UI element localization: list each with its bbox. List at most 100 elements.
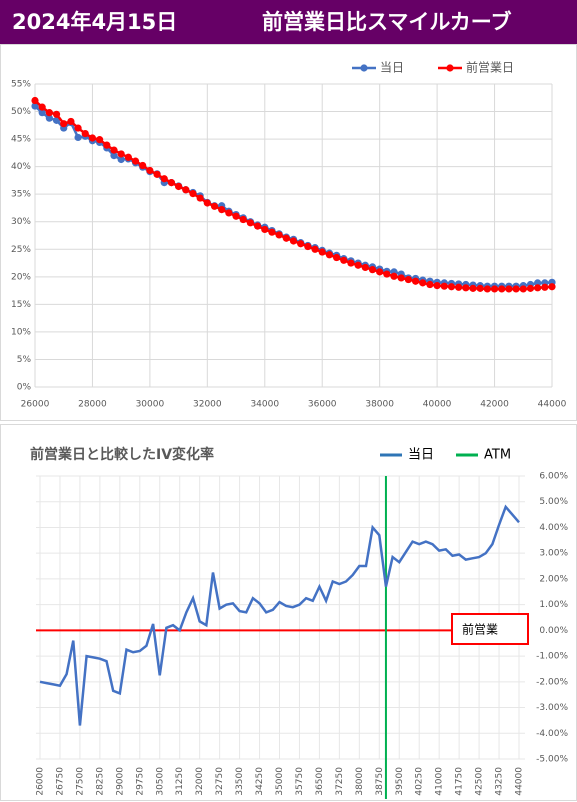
data-point	[232, 212, 240, 220]
x-tick-label: 44000	[515, 767, 525, 796]
data-point	[175, 182, 183, 191]
x-tick-label: 29750	[135, 767, 145, 796]
y-tick-label: 15%	[11, 300, 31, 310]
data-point	[347, 259, 355, 267]
data-point	[483, 285, 491, 293]
x-tick-label: 35750	[295, 767, 305, 796]
y-tick-label: 45%	[11, 135, 31, 145]
x-tick-label: 40000	[423, 400, 452, 410]
x-tick-label: 44000	[538, 400, 567, 410]
y-tick-label: 35%	[11, 190, 31, 200]
annotation-box	[451, 613, 529, 645]
data-point	[146, 166, 154, 175]
data-point	[117, 155, 125, 164]
legend-label: 当日	[408, 448, 434, 463]
data-point	[253, 222, 262, 230]
x-tick-label: 41750	[455, 767, 465, 796]
data-point	[124, 153, 132, 161]
x-tick-label: 39500	[395, 767, 405, 796]
y-tick-label: 40%	[11, 162, 31, 172]
data-point	[282, 234, 290, 242]
data-point	[31, 102, 39, 110]
y-tick-label: 1.00%	[539, 600, 568, 610]
x-tick-label: 26000	[21, 400, 50, 410]
data-point	[38, 103, 46, 111]
data-point	[361, 263, 369, 272]
data-point	[404, 275, 412, 284]
data-point	[261, 225, 269, 234]
x-tick-label: 33500	[235, 767, 245, 796]
data-point	[45, 109, 53, 117]
y-tick-label: 50%	[11, 107, 31, 117]
legend-label: ATM	[484, 448, 511, 463]
x-tick-label: 42000	[480, 400, 509, 410]
data-point	[189, 190, 197, 198]
header-bar	[0, 0, 577, 44]
x-tick-label: 41000	[435, 767, 445, 796]
data-point	[440, 282, 448, 290]
x-tick-label: 38000	[355, 767, 365, 796]
y-tick-label: 0.00%	[539, 626, 568, 636]
data-point	[541, 283, 549, 291]
header-date: 2024年4月15日	[12, 10, 177, 34]
y-tick-label: 5.00%	[539, 497, 568, 507]
data-point	[433, 282, 441, 290]
x-tick-label: 34250	[255, 767, 265, 796]
data-point	[203, 199, 211, 207]
x-tick-label: 29000	[115, 767, 125, 796]
y-tick-label: 0%	[17, 383, 32, 393]
y-tick-label: 55%	[11, 80, 31, 90]
data-point	[225, 209, 233, 217]
data-point	[490, 285, 499, 293]
data-point	[426, 280, 434, 289]
data-point	[88, 134, 97, 142]
y-tick-label: -1.00%	[536, 652, 568, 662]
data-point	[376, 268, 384, 276]
data-point	[397, 274, 405, 282]
data-point	[512, 285, 520, 293]
data-point	[411, 277, 420, 285]
x-tick-label: 26000	[36, 767, 46, 796]
data-point	[67, 117, 75, 126]
y-tick-label: 30%	[11, 217, 31, 227]
y-tick-label: 2.00%	[539, 574, 568, 584]
x-tick-label: 28000	[78, 400, 107, 410]
x-tick-label: 26750	[55, 767, 65, 796]
data-point	[246, 219, 255, 227]
x-tick-label: 28250	[95, 767, 105, 796]
header-title: 前営業日比スマイルカーブ	[262, 10, 511, 34]
data-point	[96, 136, 104, 144]
y-tick-label: 10%	[11, 327, 31, 337]
data-point	[160, 175, 168, 183]
data-point	[45, 114, 53, 122]
data-point	[74, 133, 82, 142]
y-tick-label: 25%	[11, 245, 31, 255]
data-point	[325, 251, 334, 259]
data-point	[297, 240, 305, 248]
data-point	[498, 285, 506, 293]
data-point	[304, 242, 312, 251]
x-tick-label: 38000	[365, 400, 394, 410]
data-point	[103, 141, 111, 149]
y-tick-label: -2.00%	[536, 677, 568, 687]
y-tick-label: 20%	[11, 272, 31, 282]
data-point	[38, 109, 46, 117]
data-point	[153, 170, 161, 178]
annotation-label: 前営業	[462, 622, 498, 637]
y-tick-label: 5%	[17, 355, 32, 365]
x-tick-label: 36000	[308, 400, 337, 410]
data-point	[268, 228, 276, 236]
data-point	[311, 245, 319, 253]
data-point	[534, 279, 542, 287]
data-point	[218, 206, 226, 214]
data-point	[332, 253, 341, 262]
data-point	[117, 150, 125, 158]
x-tick-label: 30500	[155, 767, 165, 796]
data-point	[210, 202, 219, 210]
series-line	[39, 504, 520, 726]
data-point	[354, 261, 362, 269]
x-tick-label: 43250	[495, 767, 505, 796]
data-point	[52, 110, 61, 118]
y-tick-label: -4.00%	[536, 729, 568, 739]
